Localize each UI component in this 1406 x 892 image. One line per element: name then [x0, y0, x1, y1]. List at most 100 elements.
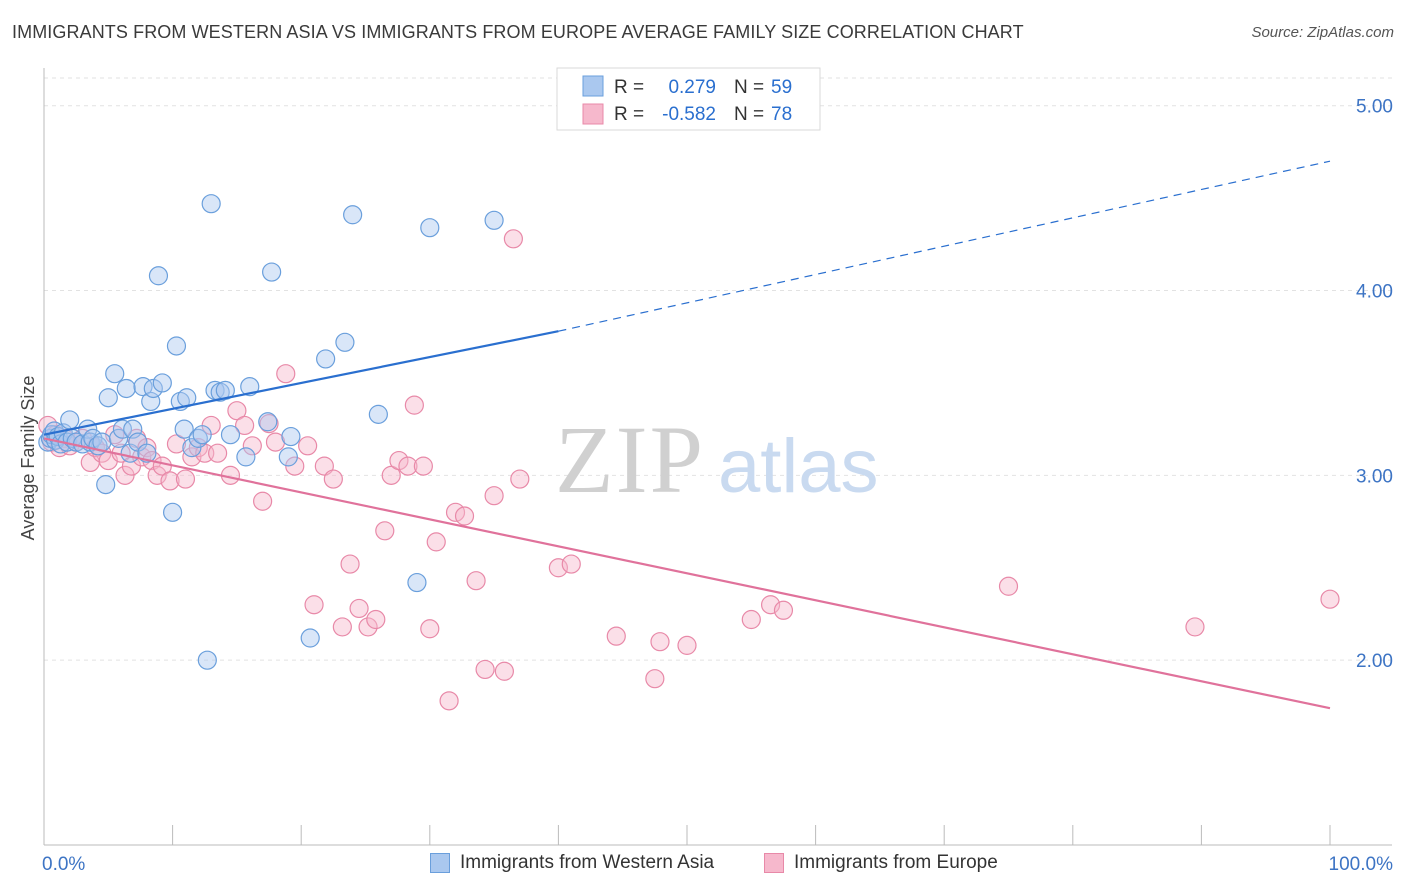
western-asia-point: [236, 447, 256, 467]
legend-swatch-blue: [430, 853, 450, 873]
western-asia-point: [262, 262, 282, 282]
europe-point: [650, 632, 670, 652]
europe-point: [998, 576, 1019, 596]
stats-swatch-blue: [582, 75, 604, 97]
western-asia-point: [201, 194, 221, 214]
western-asia-point: [484, 210, 504, 230]
y-tick-label: 3.00: [1356, 466, 1393, 487]
series-western-asia-points: [38, 194, 504, 670]
europe-point: [323, 469, 343, 489]
europe-point: [208, 443, 228, 463]
europe-point: [561, 554, 581, 574]
europe-point: [349, 598, 369, 619]
europe-trend-line: [43, 437, 1331, 710]
western-asia-point: [163, 502, 183, 522]
stats-swatch-pink: [582, 103, 604, 125]
europe-point: [242, 436, 262, 456]
europe-point: [389, 450, 409, 471]
europe-point: [304, 595, 324, 615]
europe-point: [466, 571, 486, 591]
europe-point: [420, 619, 440, 639]
europe-point: [404, 395, 424, 415]
watermark-zip: ZIP: [555, 406, 705, 513]
legend-swatch-pink: [764, 853, 784, 873]
western-asia-point: [215, 380, 235, 400]
axes: [43, 68, 1392, 846]
western-asia-point: [152, 373, 172, 393]
stats-r-label-2: R =: [614, 104, 644, 125]
western-asia-point: [220, 425, 241, 445]
europe-point: [475, 659, 495, 680]
western-asia-point: [278, 447, 298, 467]
legend-label-western-asia: Immigrants from Western Asia: [460, 852, 715, 873]
western-asia-point: [343, 205, 363, 225]
europe-point: [548, 558, 569, 578]
tick-labels: 2.00 3.00 4.00 5.00 0.0% 100.0%: [42, 97, 1393, 875]
western-asia-point: [192, 425, 212, 445]
western-asia-point: [281, 426, 301, 447]
western-asia-point: [116, 378, 136, 399]
western-asia-trend-line: [43, 330, 559, 436]
europe-point: [454, 506, 475, 526]
europe-point: [494, 661, 514, 681]
bottom-legend: Immigrants from Western Asia Immigrants …: [0, 852, 1406, 878]
western-asia-point: [98, 388, 118, 408]
western-asia-point: [96, 475, 116, 495]
western-asia-point: [300, 628, 320, 648]
europe-point: [606, 626, 626, 646]
western-asia-trend-extension: [558, 160, 1331, 332]
europe-point: [503, 229, 523, 249]
western-asia-point: [137, 443, 157, 463]
europe-point: [227, 401, 247, 421]
chart-title: IMMIGRANTS FROM WESTERN ASIA VS IMMIGRAN…: [12, 22, 1024, 42]
western-asia-point: [258, 412, 278, 432]
europe-point: [253, 491, 273, 511]
europe-point: [484, 486, 504, 506]
western-asia-point: [108, 428, 129, 448]
stats-n-label-2: N =: [734, 104, 764, 125]
western-asia-point: [420, 218, 440, 238]
y-tick-label: 5.00: [1356, 97, 1393, 118]
x-tick-label-end: 100.0%: [1329, 854, 1394, 875]
europe-point: [439, 691, 459, 711]
europe-point: [773, 600, 794, 620]
x-tick-label-start: 0.0%: [42, 854, 85, 875]
legend-item-western-asia: Immigrants from Western Asia: [430, 852, 714, 874]
watermark: ZIP atlas: [555, 406, 879, 513]
europe-point: [398, 456, 418, 476]
stats-legend: R = 0.279 N = 59 R = -0.582 N = 78: [556, 67, 821, 131]
western-asia-point: [335, 332, 355, 352]
y-tick-label: 4.00: [1356, 282, 1393, 303]
europe-point: [160, 471, 180, 491]
europe-point: [677, 635, 697, 655]
western-asia-point: [143, 378, 163, 399]
europe-point: [381, 465, 401, 485]
legend-item-europe: Immigrants from Europe: [764, 852, 998, 874]
y-axis-label: Average Family Size: [18, 376, 38, 541]
western-asia-point: [197, 650, 217, 670]
europe-point: [298, 436, 318, 456]
stats-r-value-2: -0.582: [662, 104, 716, 125]
western-asia-point: [174, 419, 194, 439]
europe-point: [741, 609, 761, 630]
europe-point: [426, 532, 446, 552]
stats-n-value-2: 78: [771, 104, 792, 125]
western-asia-point: [60, 410, 80, 430]
europe-point: [1185, 617, 1205, 637]
western-asia-point: [112, 419, 133, 439]
western-asia-point: [148, 266, 169, 286]
europe-point: [332, 617, 352, 637]
europe-point: [366, 609, 386, 630]
europe-point: [166, 434, 187, 454]
western-asia-point: [105, 364, 125, 384]
stats-n-label-1: N =: [734, 77, 764, 98]
western-asia-point: [316, 349, 336, 369]
europe-point: [510, 469, 530, 489]
europe-point: [175, 469, 196, 489]
legend-label-europe: Immigrants from Europe: [794, 852, 998, 873]
regression-lines: [43, 160, 1331, 710]
stats-r-value-1: 0.279: [668, 77, 716, 98]
europe-point: [375, 521, 395, 541]
europe-point: [645, 669, 665, 689]
